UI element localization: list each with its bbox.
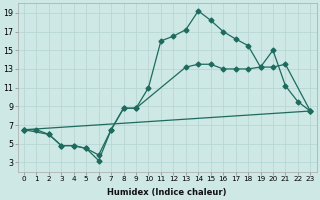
X-axis label: Humidex (Indice chaleur): Humidex (Indice chaleur) (108, 188, 227, 197)
